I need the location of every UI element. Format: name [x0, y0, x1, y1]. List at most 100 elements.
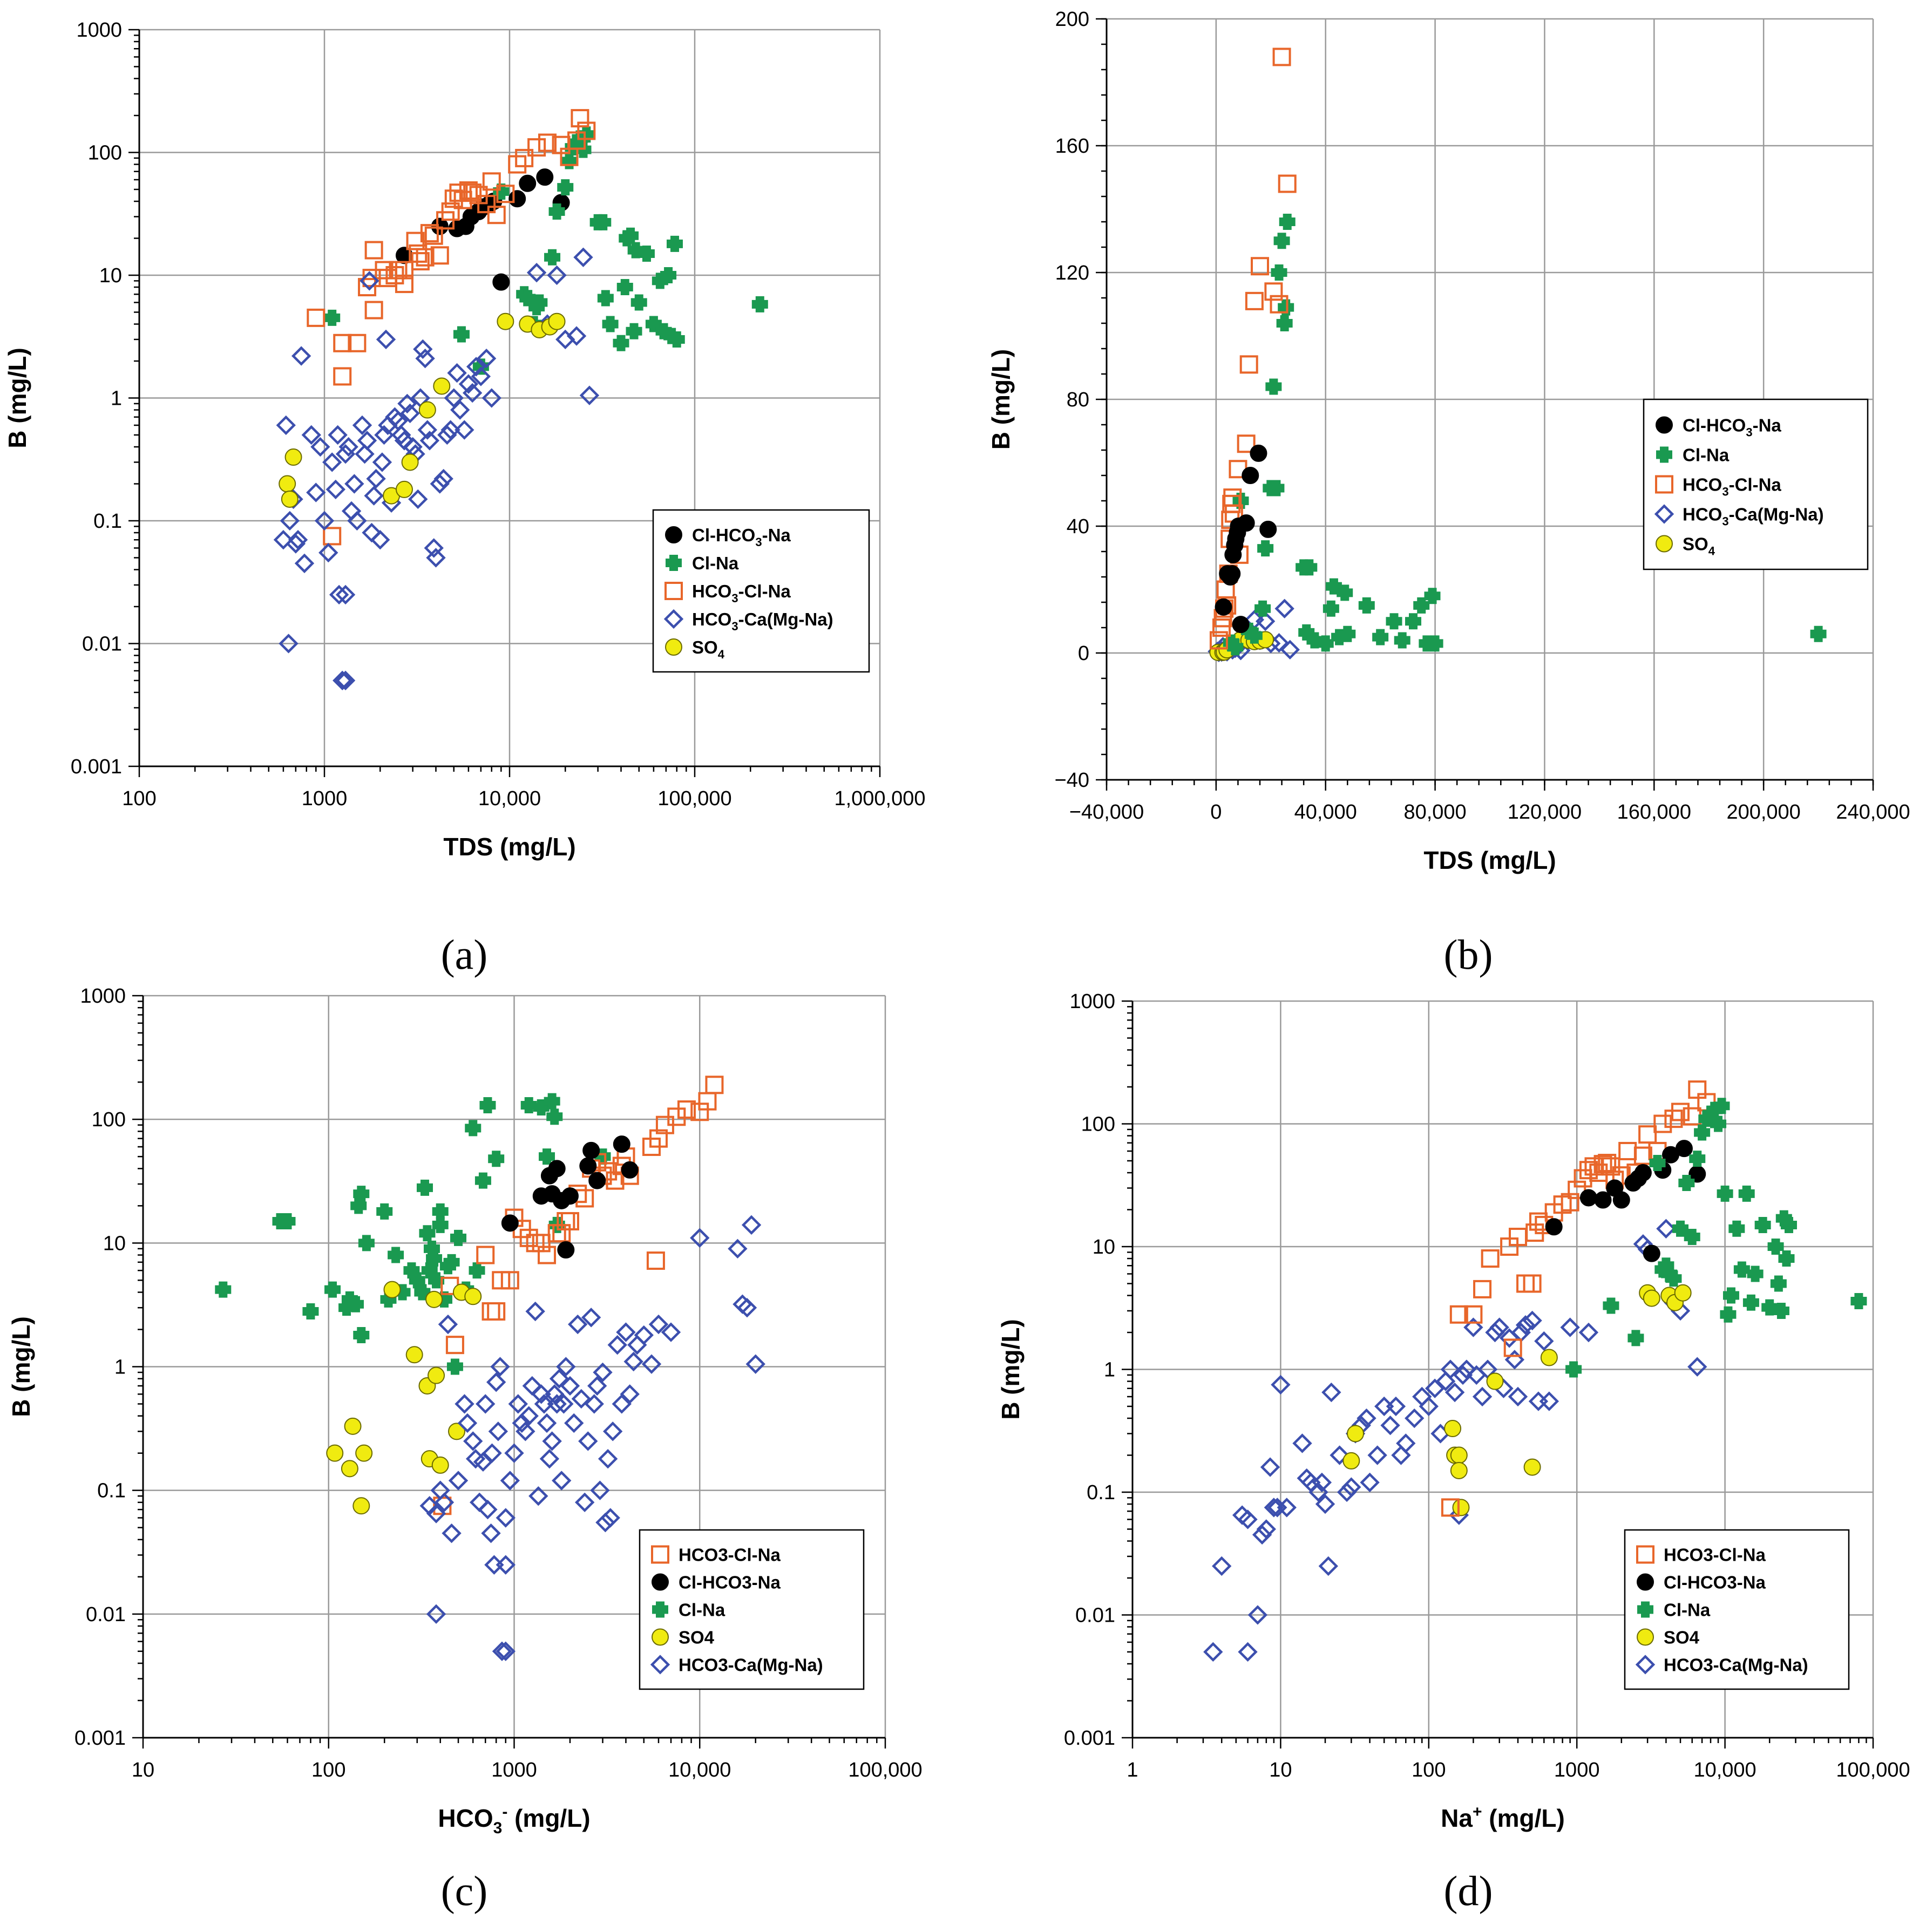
x-axis-label-sup: -	[502, 1803, 507, 1821]
legend-marker-hco3clna	[1636, 1545, 1654, 1564]
legend-label-so4: SO4	[692, 637, 725, 661]
legend-label-clhco3na: Cl-HCO3-Na	[1683, 416, 1781, 439]
legend-tail: -Cl-Na	[738, 581, 791, 601]
legend-text: SO	[1683, 534, 1708, 554]
point-so4	[341, 1460, 358, 1478]
point-hco3ca	[1367, 1445, 1387, 1465]
point-clna	[1678, 1175, 1695, 1192]
point-clna	[539, 1148, 555, 1165]
legend-label-hco3ca: HCO3-Ca(Mg-Na)	[1683, 505, 1824, 528]
series-so4	[1342, 1284, 1692, 1516]
point-clna	[1405, 613, 1421, 630]
point-clna	[626, 323, 642, 339]
point-hco3ca	[539, 1448, 560, 1469]
legend-text: SO	[692, 637, 718, 657]
point-hco3clna	[1473, 1280, 1492, 1298]
point-hco3ca	[741, 1215, 762, 1235]
x-tick-label-4: 120,000	[1508, 801, 1582, 824]
point-clhco3na	[1250, 444, 1267, 462]
point-clna	[546, 1108, 563, 1125]
point-hco3ca	[314, 511, 335, 531]
point-hco3ca	[455, 420, 474, 440]
point-clna	[1747, 1266, 1764, 1282]
point-hco3clna	[646, 1251, 665, 1270]
point-clhco3na	[492, 273, 510, 291]
point-hco3ca	[360, 271, 379, 291]
point-so4	[464, 1288, 482, 1305]
point-hco3ca	[579, 385, 600, 405]
point-hco3ca	[444, 388, 464, 408]
point-hco3ca	[1391, 1445, 1411, 1465]
legend-c: HCO3-Cl-Na Cl-HCO3-Na Cl-Na SO4 HCO3-Ca(Mg-N…	[639, 1529, 865, 1690]
y-tick-label-6: 1000	[80, 985, 126, 1008]
point-hco3ca	[1315, 1494, 1335, 1514]
x-tick-label-3: 100,000	[657, 787, 731, 810]
legend-text: Cl-Na	[1683, 445, 1730, 465]
chart-c: 10 100 1000 10,000 100,000 0.001 0.01 0.1 1 10 100…	[7, 985, 923, 1914]
point-clna	[1603, 1297, 1619, 1314]
point-hco3ca	[578, 1431, 598, 1451]
point-clna	[353, 1327, 370, 1343]
point-so4	[355, 1444, 373, 1462]
point-hco3clna	[519, 1228, 538, 1247]
point-clna	[474, 1172, 491, 1189]
point-hco3ca	[484, 1555, 504, 1575]
point-hco3ca	[496, 1508, 516, 1528]
point-clna	[1742, 1294, 1759, 1311]
point-clna	[1689, 1151, 1706, 1167]
point-clna	[465, 1120, 482, 1137]
point-so4	[326, 1444, 344, 1462]
point-so4	[401, 453, 419, 471]
point-clna	[557, 179, 574, 196]
point-hco3ca	[488, 1421, 508, 1441]
point-clhco3na	[508, 190, 526, 208]
point-clna	[1254, 600, 1271, 617]
point-hco3ca	[1405, 1408, 1425, 1428]
point-hco3ca	[490, 1357, 510, 1377]
point-hco3ca	[458, 374, 479, 394]
legend-label-clhco3na: Cl-HCO3-Na	[679, 1573, 781, 1593]
point-so4	[1444, 1420, 1462, 1438]
point-hco3ca	[1419, 1396, 1439, 1417]
point-hco3clna	[482, 172, 501, 191]
axes-d: 1 10 100 1000 10,000 100,000 0.001 0.01 0.1 1 10 10…	[996, 990, 1910, 1832]
legend-label-hco3clna: HCO3-Cl-Na	[1664, 1545, 1766, 1565]
point-hco3ca	[276, 415, 296, 436]
point-hco3ca	[1440, 1359, 1461, 1379]
legend-tail: -Cl-Na	[1729, 475, 1782, 495]
legend-label-hco3clna: HCO3-Cl-Na	[692, 581, 791, 605]
point-clhco3na	[1545, 1218, 1563, 1236]
point-hco3ca	[318, 542, 338, 563]
legend-label-so4: SO4	[1664, 1628, 1700, 1648]
point-hco3ca	[623, 1351, 643, 1372]
point-hco3clna	[1671, 1103, 1690, 1121]
point-hco3ca	[273, 530, 294, 550]
point-hco3ca	[634, 1325, 654, 1345]
point-hco3clna	[1441, 1498, 1460, 1517]
point-hco3ca	[1687, 1357, 1707, 1377]
legend-text: Cl-HCO	[1683, 416, 1746, 436]
point-hco3ca	[1453, 1365, 1473, 1385]
y-tick-label-0: 0.001	[1064, 1727, 1115, 1750]
point-clna	[1339, 625, 1356, 642]
point-clna	[597, 290, 614, 307]
x-axis-label-c: HCO3- (mg/L)	[438, 1803, 590, 1837]
point-hco3ca	[1386, 1396, 1406, 1417]
point-hco3clna	[571, 109, 589, 128]
point-hco3ca	[504, 1443, 524, 1463]
point-clna	[660, 267, 677, 283]
point-so4	[383, 1281, 401, 1298]
point-hco3clna	[1237, 434, 1256, 453]
y-axis-label-a: B (mg/L)	[3, 348, 31, 448]
point-so4	[1452, 1499, 1470, 1516]
legend-marker-hco3clna	[1655, 475, 1673, 494]
y-tick-label-6: 200	[1055, 8, 1089, 31]
point-hco3ca	[1292, 1433, 1312, 1453]
legend-marker-clhco3na	[665, 526, 682, 543]
point-hco3ca	[564, 1413, 584, 1433]
x-tick-label-0: 1	[1127, 1759, 1138, 1781]
point-so4	[448, 1423, 466, 1440]
point-hco3clna	[430, 246, 449, 265]
point-hco3ca	[471, 366, 491, 386]
point-hco3ca	[1656, 1219, 1676, 1239]
